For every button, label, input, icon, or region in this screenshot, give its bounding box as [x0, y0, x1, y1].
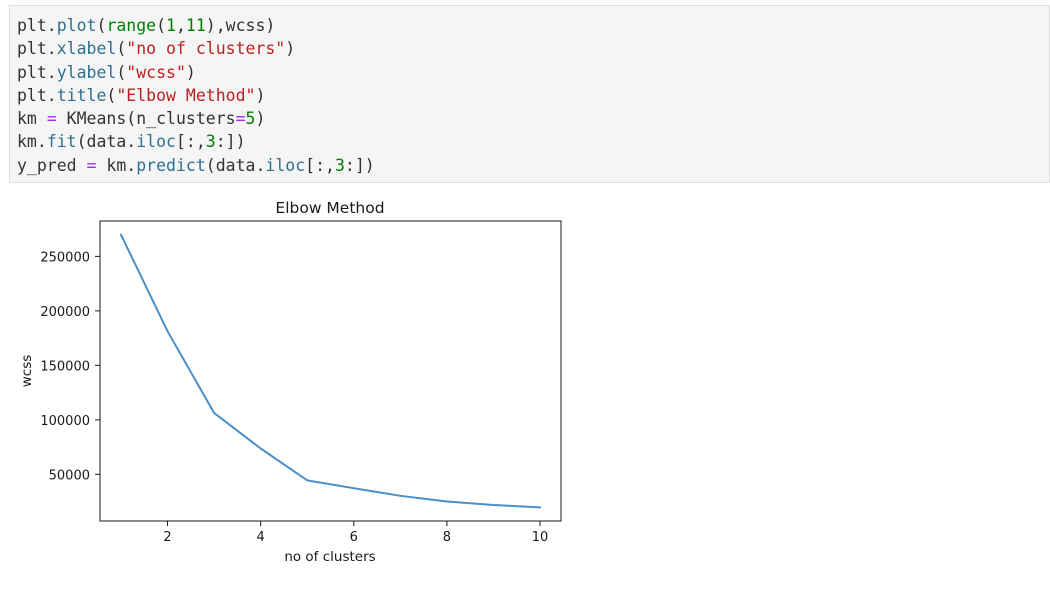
code-token: =	[235, 109, 246, 129]
code-token: )	[255, 109, 266, 129]
code-token: plt.	[17, 62, 57, 82]
y-tick-label: 100000	[40, 414, 90, 429]
code-token: KMeans(n_clusters	[56, 109, 236, 129]
code-token: 5	[245, 109, 256, 129]
output-area: Elbow Method 2 4 6 8 10 50000 100000 150000 2000…	[0, 190, 600, 585]
code-token: plt.	[17, 39, 57, 59]
code-token: (	[116, 39, 127, 59]
data-point	[306, 479, 309, 482]
code-token: km.	[96, 155, 137, 175]
code-token: iloc	[136, 132, 176, 152]
code-token: km	[17, 109, 47, 129]
series-line-wcss	[119, 233, 542, 509]
code-line: plt.ylabel("wcss")	[17, 61, 375, 84]
y-tick-label: 50000	[49, 468, 90, 483]
code-token: )	[285, 39, 296, 59]
code-token: ,	[175, 16, 186, 35]
code-line: y_pred = km.predict(data.iloc[:,3:])	[17, 154, 375, 177]
x-tick-label: 8	[443, 530, 451, 545]
chart-title: Elbow Method	[275, 199, 384, 217]
code-editor[interactable]: plt.plot(range(1,11),wcss) plt.xlabel("no…	[17, 14, 375, 177]
code-token: "wcss"	[126, 62, 186, 82]
code-token: plot	[56, 16, 97, 35]
x-tick-label: 4	[257, 530, 265, 545]
data-point	[259, 447, 262, 450]
series-points	[120, 233, 541, 509]
data-point	[446, 500, 448, 503]
code-token: 3	[334, 155, 345, 175]
data-point	[352, 487, 355, 489]
code-cell[interactable]: plt.plot(range(1,11),wcss) plt.xlabel("no…	[9, 5, 1050, 183]
data-point	[166, 330, 169, 332]
code-line: plt.plot(range(1,11),wcss)	[17, 14, 375, 37]
x-tick-label: 10	[532, 530, 549, 545]
code-token: ),wcss)	[205, 16, 276, 35]
code-token: 1	[166, 16, 176, 35]
x-axis-label: no of clusters	[284, 549, 375, 565]
code-token: (	[116, 62, 127, 82]
code-token: )	[255, 85, 266, 105]
code-token: =	[86, 155, 97, 175]
code-token: predict	[136, 155, 206, 175]
y-tick-label: 200000	[40, 305, 90, 320]
code-token: fit	[46, 132, 77, 152]
code-token: title	[56, 85, 107, 105]
code-token: (	[96, 16, 107, 35]
data-point	[492, 504, 495, 506]
code-token: range	[106, 16, 157, 35]
x-tick-label: 6	[350, 530, 358, 545]
code-token: (	[156, 16, 167, 35]
data-point	[399, 495, 402, 497]
code-token: )	[185, 62, 196, 82]
plot-frame	[99, 220, 562, 522]
y-tick-label: 150000	[40, 359, 90, 374]
data-point	[120, 233, 122, 236]
code-token: 3	[205, 132, 216, 152]
code-token: "no of clusters"	[126, 39, 286, 59]
code-token: [:,	[305, 155, 335, 175]
code-token: plt.	[17, 85, 57, 105]
data-point	[213, 412, 215, 414]
code-token: y_pred	[17, 155, 87, 175]
axis-ticks: 2 4 6 8 10 50000 100000 150000 200000 250000	[40, 250, 548, 545]
y-axis-label: wcss	[19, 355, 35, 388]
code-token: (data.	[76, 132, 137, 152]
x-tick-label: 2	[163, 530, 171, 545]
code-token: 11	[185, 16, 206, 35]
code-token: (data.	[205, 155, 266, 175]
code-token: km.	[17, 132, 47, 152]
code-line: km.fit(data.iloc[:,3:])	[17, 130, 375, 153]
code-token: plt.	[17, 16, 57, 35]
code-token: =	[46, 109, 57, 129]
elbow-chart: Elbow Method 2 4 6 8 10 50000 100000 150000 2000…	[19, 199, 562, 565]
code-token: ylabel	[56, 62, 117, 82]
data-point	[539, 506, 541, 509]
code-token: :])	[344, 155, 375, 175]
code-token: (	[106, 85, 117, 105]
code-token: [:,	[175, 132, 206, 152]
code-token: iloc	[265, 155, 306, 175]
code-token: :])	[215, 132, 246, 152]
code-token: "Elbow Method"	[116, 85, 256, 105]
code-token: xlabel	[56, 39, 117, 59]
code-line: km = KMeans(n_clusters=5)	[17, 107, 375, 130]
code-line: plt.title("Elbow Method")	[17, 84, 375, 107]
y-tick-label: 250000	[40, 250, 90, 265]
code-line: plt.xlabel("no of clusters")	[17, 37, 375, 60]
